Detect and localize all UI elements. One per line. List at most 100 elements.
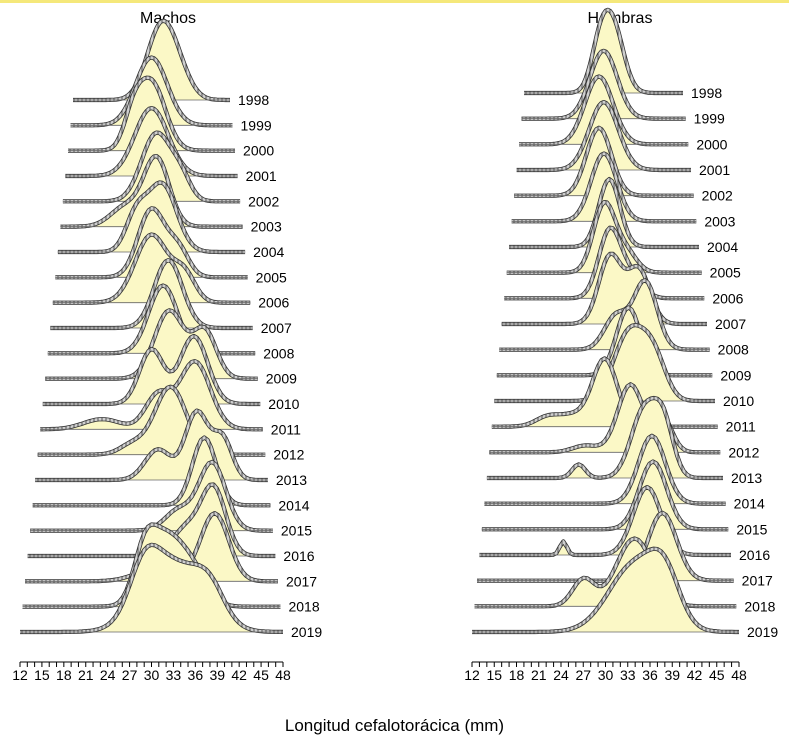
year-label: 2003 <box>251 219 282 235</box>
x-tick-label: 36 <box>642 667 658 683</box>
x-tick-label: 48 <box>275 667 291 683</box>
x-tick-label: 15 <box>34 667 50 683</box>
year-label: 2015 <box>281 523 312 539</box>
year-label: 2006 <box>258 295 289 311</box>
ridge-2019: 2019 <box>472 546 778 640</box>
ridge-area <box>491 358 718 427</box>
x-tick-label: 27 <box>122 667 138 683</box>
year-label: 2008 <box>718 342 749 358</box>
x-tick-label: 48 <box>731 667 747 683</box>
ridge-outline <box>477 510 734 583</box>
ridge-area <box>472 548 739 632</box>
year-label: 2019 <box>291 624 322 640</box>
year-label: 2017 <box>742 573 773 589</box>
x-tick-label: 36 <box>188 667 204 683</box>
x-tick-label: 30 <box>144 667 160 683</box>
year-label: 2009 <box>266 371 297 387</box>
x-tick-label: 18 <box>509 667 525 683</box>
year-label: 2010 <box>723 393 754 409</box>
year-label: 2019 <box>747 624 778 640</box>
x-tick-label: 42 <box>231 667 247 683</box>
ridge-area <box>40 361 263 430</box>
year-label: 1999 <box>694 111 725 127</box>
year-label: 2005 <box>256 269 287 285</box>
ridge-ribbon <box>477 511 734 582</box>
top-accent-line <box>0 0 789 3</box>
year-label: 2007 <box>261 320 292 336</box>
ridge-ribbon <box>481 460 729 531</box>
x-tick-label: 33 <box>166 667 182 683</box>
year-label: 2018 <box>288 599 319 615</box>
x-tick-label: 12 <box>464 667 480 683</box>
ridge-2008: 2008 <box>47 283 295 361</box>
ridge-outline <box>481 459 729 532</box>
x-tick-label: 27 <box>575 667 591 683</box>
x-axis: 12 15 18 21 24 27 30 33 36 39 42 45 48 <box>464 661 747 683</box>
year-label: 2016 <box>739 547 770 563</box>
year-label: 2017 <box>286 573 317 589</box>
machos-panel: Machos 1998 1999 2000 2001 2002 2003 2004 2005 20… <box>12 10 322 683</box>
x-tick-label: 33 <box>620 667 636 683</box>
year-label: 2011 <box>726 419 756 435</box>
year-label: 2011 <box>271 421 301 437</box>
ridge-outline <box>479 485 731 558</box>
x-tick-label: 18 <box>56 667 72 683</box>
year-label: 2010 <box>268 396 299 412</box>
year-label: 2012 <box>273 447 304 463</box>
ridge-ribbon <box>479 485 731 557</box>
chart-title: Machos <box>140 10 196 27</box>
year-label: 2007 <box>715 316 746 332</box>
year-label: 2004 <box>253 244 284 260</box>
year-label: 2002 <box>702 188 733 204</box>
ridge-2019: 2019 <box>20 542 322 640</box>
year-label: 2000 <box>696 136 727 152</box>
year-label: 2000 <box>243 143 274 159</box>
x-tick-label: 24 <box>100 667 116 683</box>
hembras-panel: Hembras 1998 1999 2000 2001 2002 2003 2004 2005 2… <box>464 7 778 683</box>
year-label: 2015 <box>736 521 767 537</box>
year-label: 2006 <box>712 290 743 306</box>
year-label: 2014 <box>278 497 309 513</box>
year-label: 1998 <box>691 85 722 101</box>
x-tick-label: 21 <box>531 667 547 683</box>
x-axis: 12 15 18 21 24 27 30 33 36 39 42 45 48 <box>12 661 291 683</box>
ridge-area <box>499 280 710 350</box>
year-label: 2012 <box>728 444 759 460</box>
ridge-area <box>479 487 731 555</box>
ridge-area <box>20 544 283 632</box>
ridge-area <box>481 461 729 530</box>
year-label: 2013 <box>276 472 307 488</box>
ridge-2008: 2008 <box>499 278 749 358</box>
year-label: 2003 <box>704 213 735 229</box>
x-tick-label: 39 <box>664 667 680 683</box>
ridge-2018: 2018 <box>474 536 776 614</box>
x-tick-label: 15 <box>486 667 502 683</box>
ridge-area <box>47 285 256 354</box>
ridge-2011: 2011 <box>40 359 301 437</box>
x-tick-label: 30 <box>598 667 614 683</box>
year-label: 2018 <box>744 598 775 614</box>
ridge-2011: 2011 <box>491 356 756 435</box>
ridge-area <box>474 538 737 607</box>
ridge-area <box>476 512 734 581</box>
x-tick-label: 45 <box>253 667 269 683</box>
x-tick-label: 24 <box>553 667 569 683</box>
ridge-ribbon <box>40 359 263 431</box>
year-label: 2002 <box>248 193 279 209</box>
x-tick-label: 45 <box>709 667 725 683</box>
year-label: 2013 <box>731 470 762 486</box>
year-label: 1999 <box>241 117 272 133</box>
x-tick-label: 42 <box>687 667 703 683</box>
x-tick-label: 21 <box>78 667 94 683</box>
ridge-area <box>494 325 715 401</box>
ridge-area <box>25 513 278 582</box>
ridge-area <box>52 234 251 303</box>
year-label: 2016 <box>283 548 314 564</box>
year-label: 2005 <box>710 265 741 281</box>
x-axis-title: Longitud cefalotorácica (mm) <box>284 716 505 735</box>
year-label: 2004 <box>707 239 738 255</box>
year-label: 2008 <box>263 345 294 361</box>
year-label: 2001 <box>699 162 730 178</box>
chart-title: Hembras <box>588 10 653 27</box>
